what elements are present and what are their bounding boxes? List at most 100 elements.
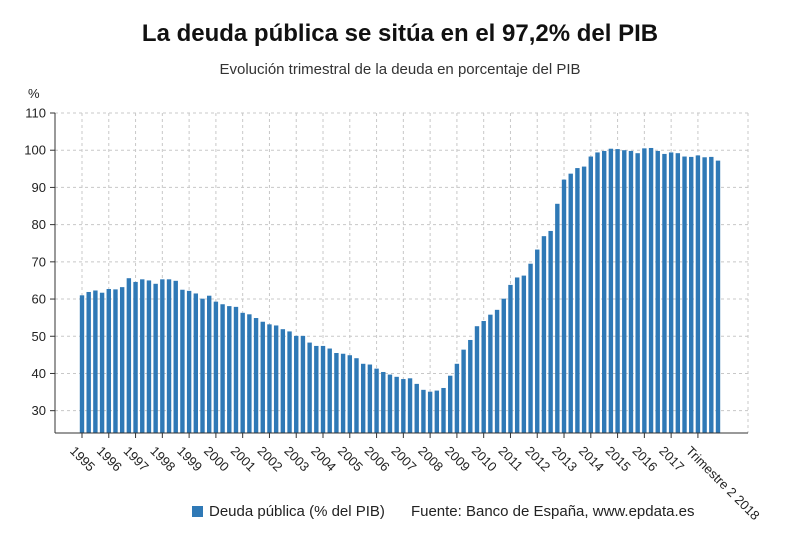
bar (113, 289, 118, 433)
bar (340, 353, 346, 433)
x-tick-label: Trimestre 2 2018 (683, 443, 763, 523)
bar (307, 342, 312, 433)
bar (414, 383, 419, 433)
bar (99, 292, 105, 433)
bar (146, 280, 152, 433)
x-tick-label: 2012 (522, 443, 553, 474)
bar (294, 335, 299, 433)
bar (421, 389, 426, 433)
x-tick-label: 2002 (255, 443, 286, 474)
x-tick-label: 1997 (121, 443, 152, 474)
bar (247, 314, 252, 433)
bar (160, 279, 165, 433)
bar (615, 149, 620, 433)
bar (702, 157, 707, 434)
bar (535, 249, 540, 433)
bar (300, 335, 306, 433)
bar (508, 284, 513, 433)
bar (427, 391, 433, 433)
bar (213, 301, 219, 433)
bar (575, 168, 580, 433)
bar (119, 287, 125, 433)
x-tick-label: 1996 (94, 443, 125, 474)
bar (267, 324, 272, 433)
bar (260, 321, 265, 433)
bar (541, 236, 547, 433)
bar (608, 148, 614, 433)
bar (314, 345, 319, 433)
bar (454, 363, 460, 433)
y-tick-label: 110 (25, 106, 46, 121)
bar (468, 339, 473, 433)
bar (253, 318, 259, 433)
bar (689, 156, 694, 433)
bar (207, 295, 212, 433)
chart-legend: Deuda pública (% del PIB) Fuente: Banco d… (192, 503, 694, 520)
bar (561, 179, 567, 433)
y-tick-label: 60 (32, 292, 46, 307)
bar (86, 291, 91, 433)
x-tick-label: 2017 (656, 443, 687, 474)
bar (381, 371, 386, 433)
bar (407, 378, 413, 433)
bar (682, 156, 687, 433)
bar (133, 281, 138, 433)
bar (555, 203, 560, 433)
bar (709, 156, 714, 433)
y-tick-label: 30 (32, 403, 46, 418)
bar (387, 374, 393, 433)
x-tick-label: 2015 (603, 443, 634, 474)
x-tick-label: 2013 (549, 443, 580, 474)
bar (347, 355, 352, 433)
y-tick-label: 90 (32, 180, 46, 195)
x-tick-label: 2010 (469, 443, 500, 474)
bar (642, 148, 647, 434)
y-tick-label: 80 (32, 217, 46, 232)
bar (79, 295, 85, 433)
bar (327, 348, 332, 433)
legend-swatch (192, 506, 203, 517)
bar (588, 156, 593, 433)
x-tick-label: 1995 (67, 443, 98, 474)
bar (180, 289, 185, 433)
bar (193, 293, 199, 433)
bar (280, 329, 286, 433)
bar (581, 166, 587, 433)
bar (648, 147, 654, 433)
bar (126, 278, 132, 433)
bar (434, 390, 440, 433)
bar (521, 275, 527, 433)
bar (367, 364, 373, 433)
bar (622, 150, 627, 434)
y-tick-label: 70 (32, 254, 46, 269)
bar (528, 263, 533, 433)
bar (320, 345, 326, 433)
bar (461, 349, 466, 433)
bar (227, 306, 232, 433)
bar (628, 150, 634, 433)
x-tick-label: 2000 (201, 443, 232, 474)
x-tick-label: 2014 (576, 443, 607, 474)
bar (153, 283, 158, 433)
bar (401, 379, 406, 433)
bar (200, 298, 205, 433)
x-tick-label: 2003 (281, 443, 312, 474)
x-tick-label: 2011 (496, 443, 526, 473)
bar (662, 153, 667, 433)
y-tick-label: 50 (32, 329, 46, 344)
bar (273, 325, 279, 433)
x-tick-label: 2008 (415, 443, 446, 474)
bar (220, 304, 225, 433)
source-text: Fuente: Banco de España, www.epdata.es (410, 503, 695, 520)
bar (568, 173, 573, 433)
y-axis-label: % (28, 86, 40, 101)
x-tick-label: 2004 (308, 443, 339, 474)
bar (360, 363, 366, 433)
legend-label: Deuda pública (% del PIB) (209, 503, 385, 520)
y-tick-label: 100 (24, 143, 46, 158)
chart-title: La deuda pública se sitúa en el 97,2% de… (141, 20, 659, 47)
bar (675, 153, 681, 434)
bar (548, 230, 553, 433)
bar (166, 279, 172, 433)
